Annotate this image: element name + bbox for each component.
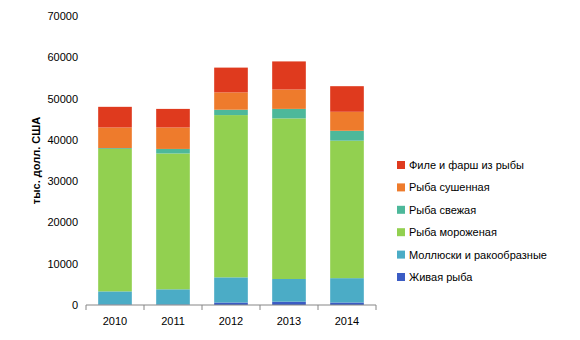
- x-tick: [144, 305, 145, 310]
- x-tick: [202, 305, 203, 310]
- legend-swatch: [397, 206, 405, 214]
- legend-swatch: [397, 183, 405, 191]
- bar-segment: [330, 112, 364, 131]
- x-tick-label: 2012: [219, 315, 243, 327]
- x-axis: [86, 305, 376, 306]
- x-tick-label: 2014: [335, 315, 359, 327]
- bar-segment: [156, 109, 190, 128]
- legend-label: Филе и фарш из рыбы: [409, 159, 524, 171]
- y-tick-label: 0: [72, 299, 78, 311]
- legend-label: Рыба сушенная: [409, 181, 490, 193]
- x-tick: [318, 305, 319, 310]
- bar-segment: [98, 149, 132, 291]
- bar-segment: [214, 115, 248, 277]
- x-tick-label: 2011: [161, 315, 185, 327]
- legend-label: Рыба свежая: [409, 204, 476, 216]
- legend-swatch: [397, 273, 405, 281]
- legend-swatch: [397, 228, 405, 236]
- y-tick-label: 20000: [47, 216, 78, 228]
- bar-segment: [214, 110, 248, 115]
- x-tick-label: 2010: [103, 315, 127, 327]
- bar-segment: [98, 127, 132, 148]
- y-axis-label: тыс. долл. США: [30, 117, 42, 205]
- y-tick-label: 60000: [47, 51, 78, 63]
- bar-segment: [330, 131, 364, 141]
- legend-swatch: [397, 251, 405, 259]
- bar-segment: [214, 277, 248, 302]
- y-tick-label: 10000: [47, 258, 78, 270]
- legend-label: Рыба мороженая: [409, 226, 497, 238]
- y-tick-label: 30000: [47, 175, 78, 187]
- bar-segment: [156, 149, 190, 154]
- legend-label: Моллюски и ракообразные: [409, 249, 547, 261]
- bar-segment: [272, 109, 306, 118]
- bar-segment: [330, 141, 364, 278]
- bar-segment: [272, 279, 306, 302]
- y-tick-label: 50000: [47, 93, 78, 105]
- legend-swatch: [397, 161, 405, 169]
- x-tick: [376, 305, 377, 310]
- x-tick: [86, 305, 87, 310]
- chart: 0 10000 20000 30000 40000 50000 60000 70000 тыс.…: [0, 0, 580, 340]
- bar-segment: [214, 68, 248, 93]
- bar-segment: [98, 107, 132, 128]
- x-tick: [260, 305, 261, 310]
- bar-segment: [272, 61, 306, 89]
- bar-segment: [272, 118, 306, 279]
- bar-segment: [214, 92, 248, 109]
- bar-segment: [330, 86, 364, 112]
- y-tick-label: 40000: [47, 134, 78, 146]
- bars: [98, 61, 364, 305]
- bar-segment: [330, 278, 364, 302]
- x-tick-label: 2013: [277, 315, 301, 327]
- bar-segment: [98, 291, 132, 304]
- bar-segment: [156, 127, 190, 148]
- y-tick-label: 70000: [47, 10, 78, 22]
- bar-segment: [156, 289, 190, 304]
- bar-segment: [156, 153, 190, 289]
- legend-label: Живая рыба: [409, 271, 473, 283]
- bar-segment: [272, 89, 306, 108]
